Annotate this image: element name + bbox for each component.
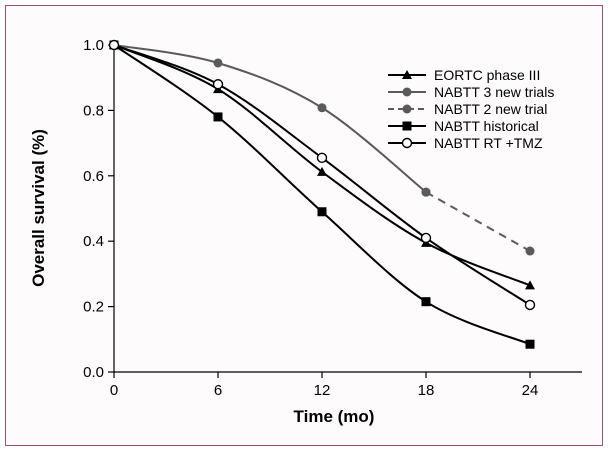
series-layer bbox=[108, 39, 536, 349]
x-tick-label: 12 bbox=[314, 382, 331, 399]
legend-label: EORTC phase III bbox=[434, 67, 540, 83]
data-point bbox=[317, 166, 327, 176]
data-point bbox=[525, 280, 535, 290]
x-tick-label: 6 bbox=[214, 382, 222, 399]
axes: 0 6 12 18 24 0.0 0.2 0.4 0.6 0.8 1.0 bbox=[83, 37, 582, 399]
data-point bbox=[108, 39, 120, 51]
series-4 bbox=[108, 39, 536, 311]
x-tick-label: 0 bbox=[110, 382, 118, 399]
data-point bbox=[316, 152, 328, 164]
legend-marker bbox=[402, 87, 412, 97]
legend-label: NABTT 2 new trial bbox=[434, 101, 547, 117]
legend-item: NABTT 3 new trials bbox=[388, 84, 554, 100]
y-tick-label: 0.4 bbox=[83, 233, 104, 250]
data-point bbox=[420, 232, 432, 244]
data-point bbox=[213, 112, 223, 122]
x-tick-label: 18 bbox=[418, 382, 435, 399]
legend-item: NABTT RT +TMZ bbox=[388, 135, 543, 151]
y-axis-title: Overall survival (%) bbox=[29, 129, 48, 287]
data-point bbox=[421, 297, 431, 307]
x-tick-label: 24 bbox=[522, 382, 539, 399]
legend-marker bbox=[402, 121, 412, 131]
data-point bbox=[212, 79, 224, 90]
legend-label: NABTT RT +TMZ bbox=[434, 135, 543, 151]
series-line bbox=[113, 44, 427, 193]
data-point bbox=[524, 299, 536, 311]
legend-marker bbox=[402, 104, 412, 114]
y-tick-label: 0.2 bbox=[83, 299, 104, 316]
y-tick-label: 0.0 bbox=[83, 364, 104, 381]
legend-marker bbox=[401, 137, 413, 149]
series-2 bbox=[421, 187, 535, 256]
y-tick-label: 1.0 bbox=[83, 37, 104, 54]
data-point bbox=[213, 58, 223, 68]
legend-item: NABTT historical bbox=[388, 118, 539, 134]
data-point bbox=[421, 187, 431, 197]
data-point bbox=[317, 103, 327, 113]
legend-item: EORTC phase III bbox=[388, 67, 540, 83]
x-axis-title: Time (mo) bbox=[294, 407, 375, 426]
legend-label: NABTT historical bbox=[434, 118, 539, 134]
data-point bbox=[525, 246, 535, 256]
legend-item: NABTT 2 new trial bbox=[388, 101, 547, 117]
series-line bbox=[425, 191, 531, 252]
y-tick-label: 0.8 bbox=[83, 102, 104, 119]
legend-marker bbox=[402, 70, 412, 79]
legend-label: NABTT 3 new trials bbox=[434, 84, 554, 100]
y-tick-label: 0.6 bbox=[83, 168, 104, 185]
data-point bbox=[525, 339, 535, 349]
data-point bbox=[317, 207, 327, 217]
